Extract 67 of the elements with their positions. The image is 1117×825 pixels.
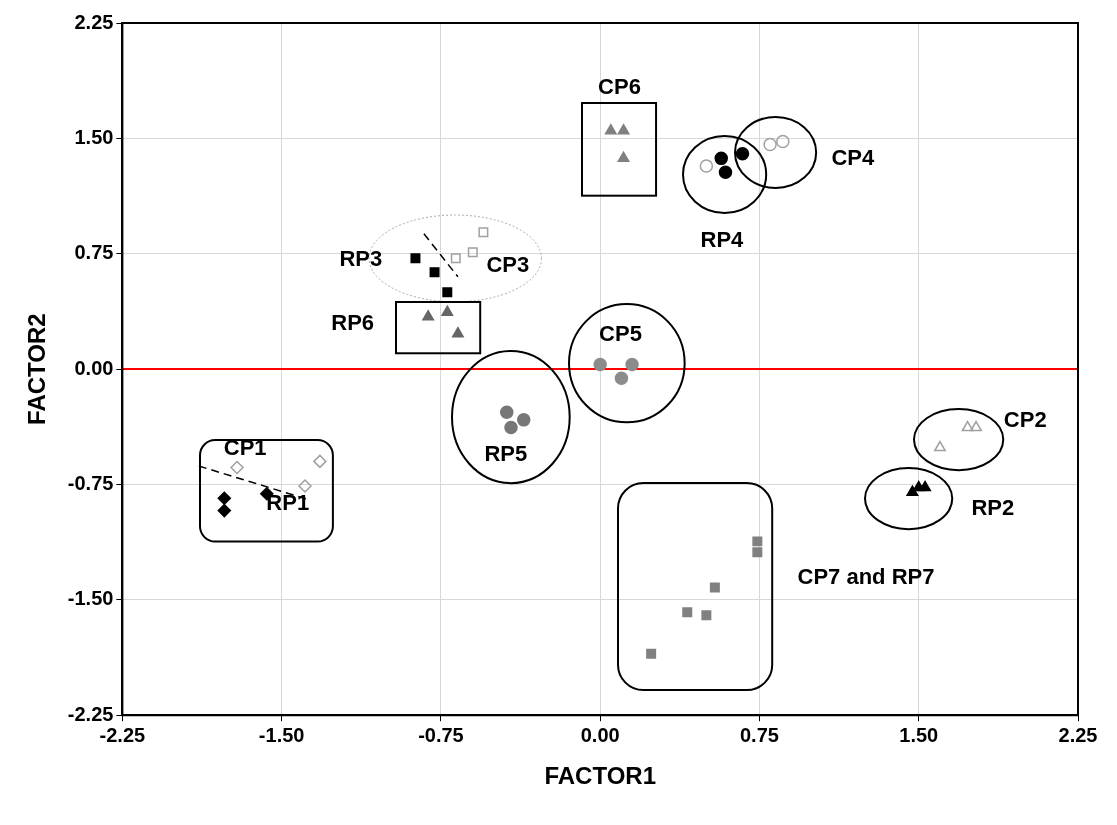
y-tick-label: -0.75 <box>67 471 114 494</box>
point <box>422 310 435 321</box>
annotation: RP6 <box>331 309 375 335</box>
point <box>217 491 232 506</box>
point <box>614 371 629 386</box>
y-tick-label: 1.50 <box>74 125 114 148</box>
annotation: RP5 <box>484 440 528 466</box>
point <box>298 479 312 493</box>
y-tick-label: 2.25 <box>74 10 114 33</box>
point <box>752 547 763 558</box>
point <box>718 165 733 179</box>
point <box>230 460 244 475</box>
point <box>625 357 639 372</box>
point <box>970 420 983 432</box>
point <box>442 287 453 298</box>
y-tick-label: 0.75 <box>74 241 114 264</box>
point <box>516 413 531 427</box>
point <box>776 134 790 149</box>
point <box>604 123 617 135</box>
y-tick-label: 0.00 <box>74 356 114 379</box>
point <box>701 610 712 621</box>
annotation: CP4 <box>831 145 875 171</box>
point <box>709 582 720 593</box>
point <box>752 536 763 547</box>
annotation: RP3 <box>339 245 383 271</box>
x-axis-title: FACTOR1 <box>544 762 656 790</box>
point <box>906 485 919 496</box>
x-tick-label: -2.25 <box>99 723 146 746</box>
point <box>646 648 657 659</box>
point <box>934 440 946 452</box>
x-tick-label: -1.50 <box>258 723 305 746</box>
point <box>593 357 607 372</box>
x-tick-label: 1.50 <box>899 723 939 746</box>
point <box>450 253 461 264</box>
point <box>478 227 489 238</box>
point <box>217 503 232 518</box>
point <box>410 253 421 264</box>
x-tick-label: -0.75 <box>418 723 464 746</box>
point <box>617 151 630 163</box>
point <box>714 151 728 166</box>
point <box>763 137 777 152</box>
point <box>451 326 464 338</box>
annotation: RP2 <box>971 495 1015 521</box>
point <box>682 607 693 618</box>
annotation: CP3 <box>486 251 530 277</box>
point <box>313 454 327 469</box>
annotation: CP5 <box>599 320 642 346</box>
annotation: CP7 and RP7 <box>797 564 935 590</box>
annotation: CP2 <box>1003 407 1047 433</box>
point <box>429 267 440 278</box>
y-tick-label: -2.25 <box>67 702 114 725</box>
point <box>500 405 514 419</box>
point <box>617 123 630 135</box>
x-tick-label: 0.75 <box>739 723 779 746</box>
annotation: RP1 <box>266 490 310 516</box>
x-tick-label: 0.00 <box>580 723 620 746</box>
point <box>504 420 518 435</box>
point <box>961 420 974 432</box>
point <box>735 147 750 161</box>
point <box>441 305 454 316</box>
point <box>699 159 714 173</box>
annotation: RP4 <box>700 226 745 252</box>
y-axis-title: FACTOR2 <box>23 313 51 425</box>
x-tick-label: 2.25 <box>1058 723 1098 746</box>
point <box>467 247 478 258</box>
annotation: CP6 <box>598 74 641 100</box>
y-tick-label: -1.50 <box>67 587 114 610</box>
